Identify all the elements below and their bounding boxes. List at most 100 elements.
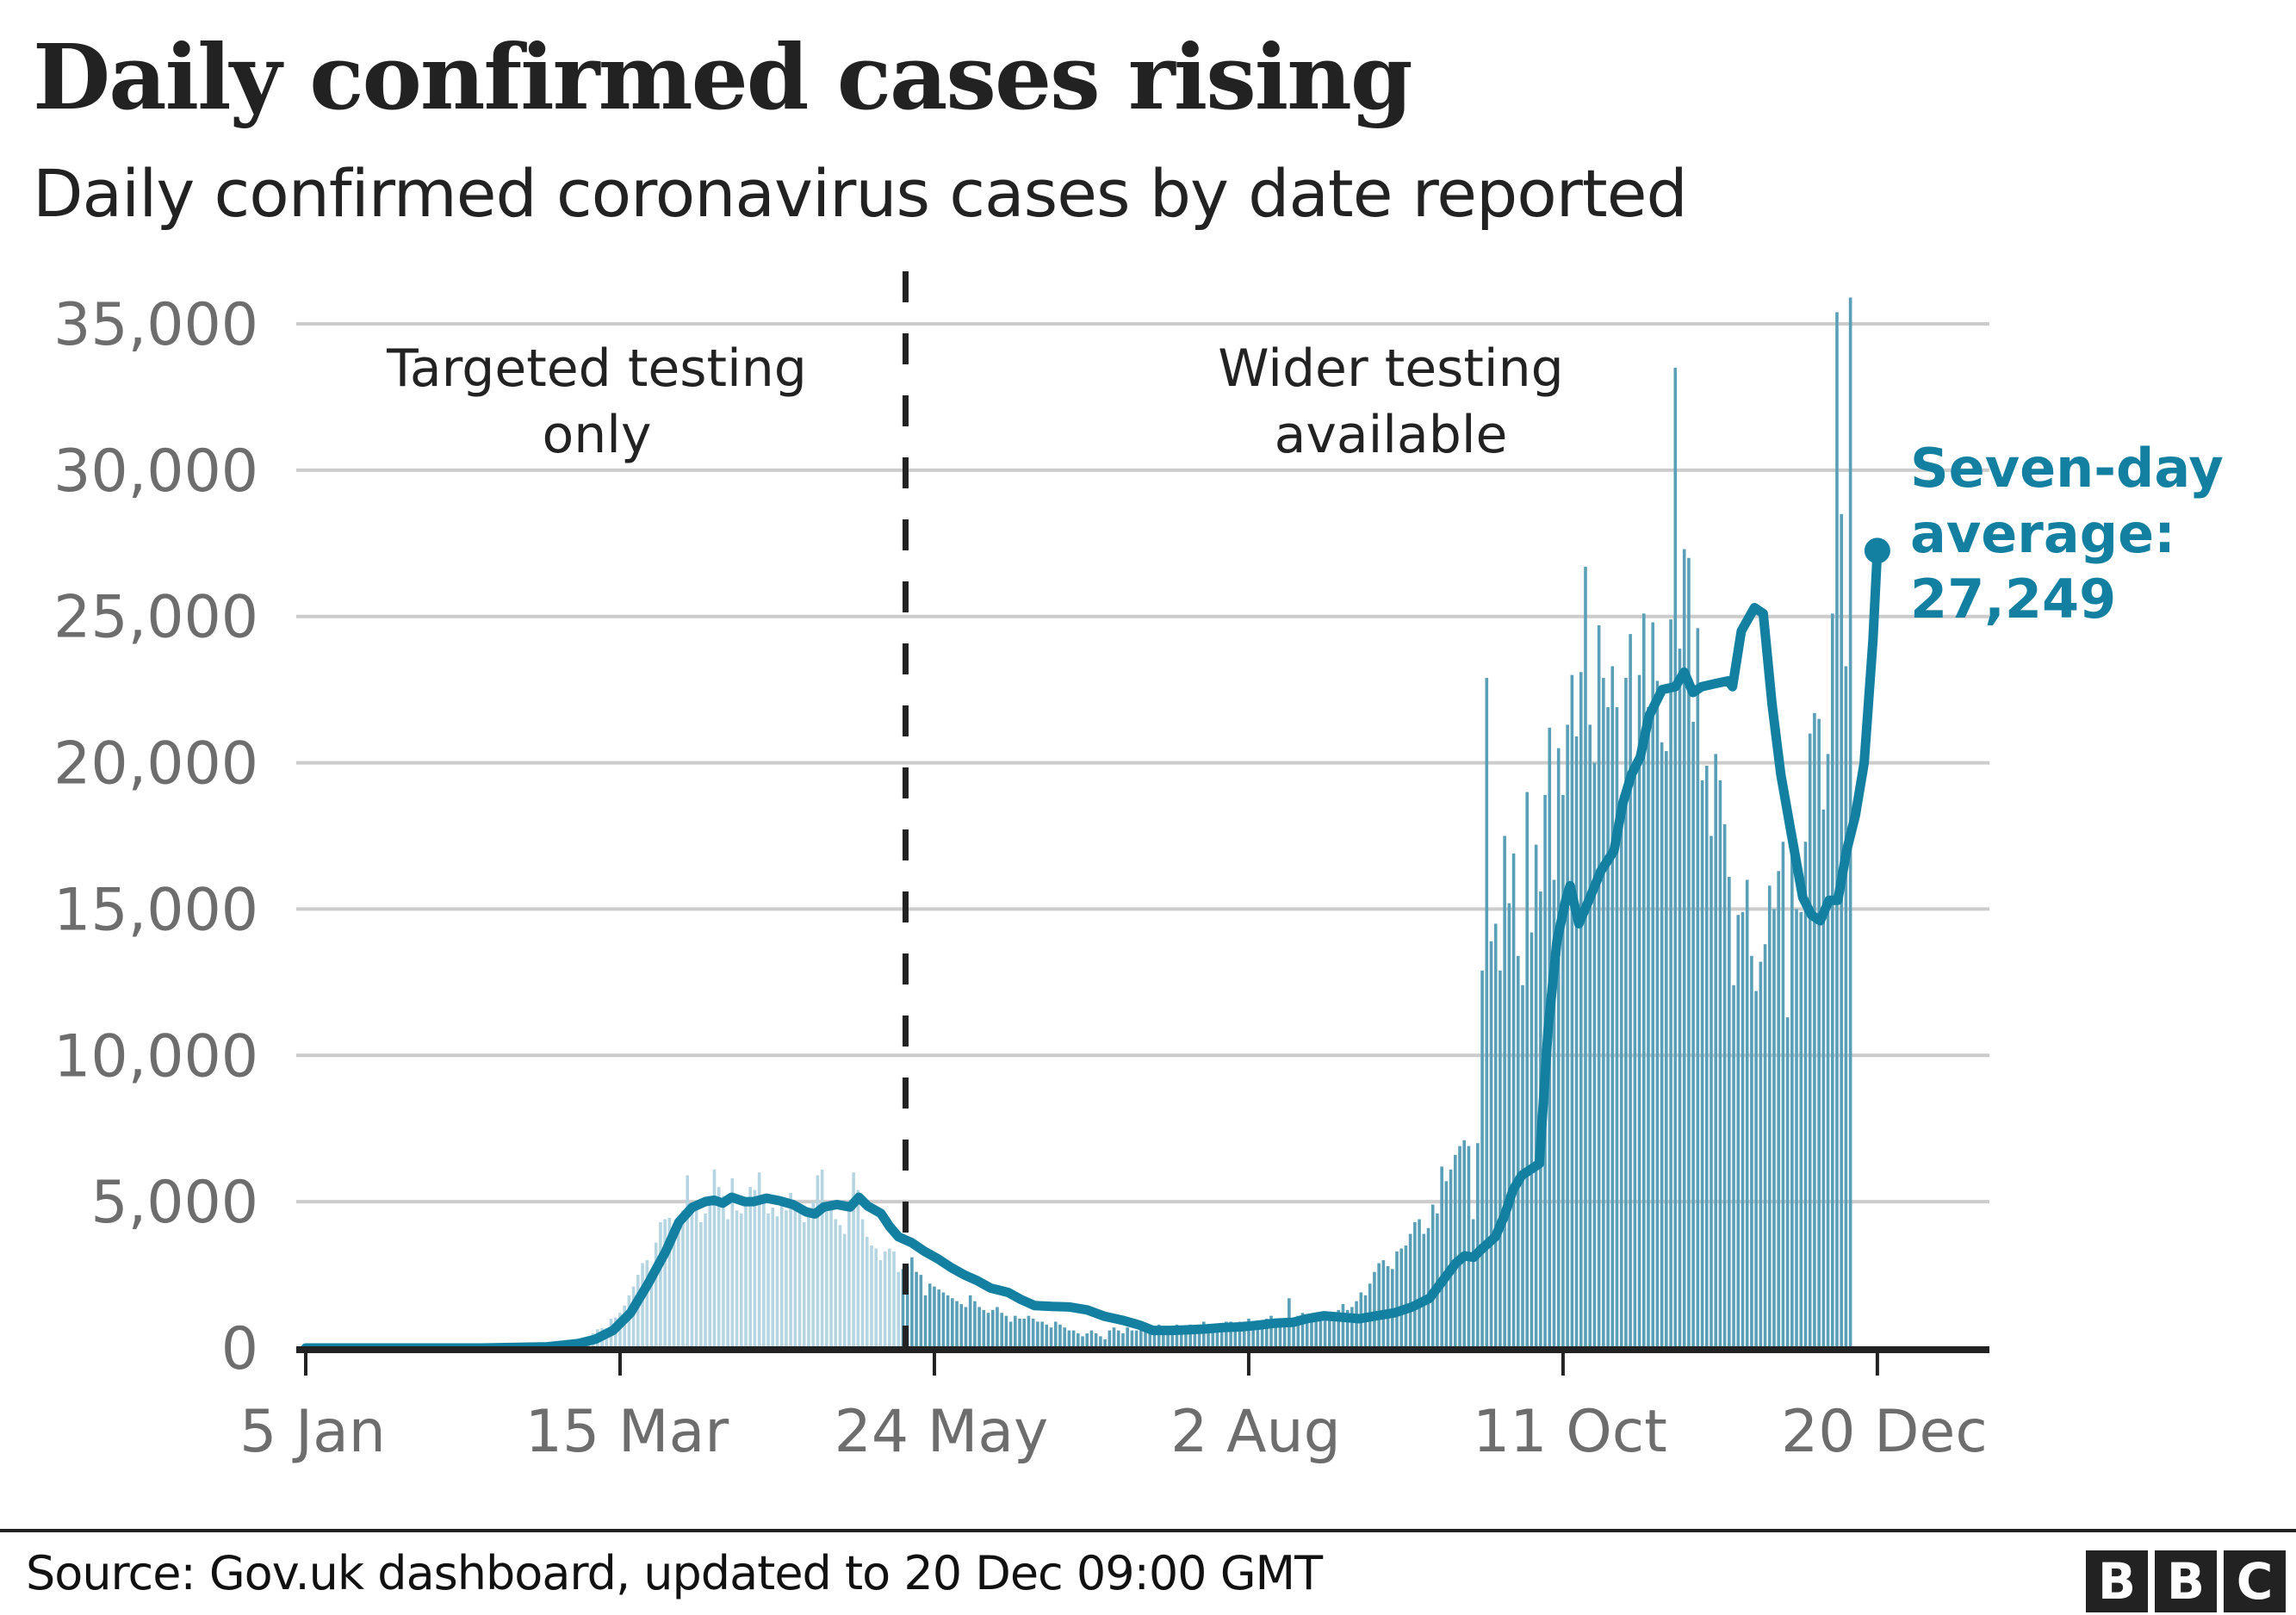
bar: [1566, 724, 1569, 1348]
bar: [1799, 911, 1803, 1348]
bar: [1808, 733, 1812, 1348]
bar: [654, 1242, 658, 1348]
footer-divider: [0, 1529, 2296, 1532]
bar: [1202, 1321, 1206, 1348]
bar: [1296, 1315, 1300, 1348]
bar: [1741, 911, 1745, 1348]
bar: [1319, 1313, 1323, 1348]
bbc-logo-letter: B: [2086, 1550, 2148, 1612]
bar: [1781, 842, 1785, 1348]
bar: [973, 1301, 977, 1348]
bar: [1835, 312, 1839, 1349]
bar: [941, 1292, 946, 1348]
bar: [1503, 835, 1506, 1348]
region-label-targeted-line1: Targeted testing: [386, 339, 807, 399]
bar: [1728, 877, 1731, 1348]
bar: [1592, 762, 1597, 1348]
bar: [1274, 1321, 1278, 1348]
annotation-value: 27,249: [1910, 568, 2116, 630]
bar: [901, 1269, 905, 1348]
bar: [793, 1202, 797, 1348]
bar: [1629, 634, 1632, 1348]
source-note: Source: Gov.uk dashboard, updated to 20 …: [26, 1546, 1323, 1600]
bar: [730, 1177, 735, 1348]
bar: [915, 1271, 918, 1348]
bar: [1193, 1327, 1197, 1348]
bar: [1350, 1307, 1354, 1348]
bar: [1722, 823, 1727, 1348]
bar: [1085, 1333, 1089, 1348]
bar: [1763, 944, 1767, 1348]
bar: [1704, 765, 1709, 1348]
bar: [878, 1260, 883, 1348]
bar: [986, 1313, 990, 1348]
bar: [816, 1175, 820, 1348]
bar: [1624, 678, 1628, 1348]
bar: [1552, 879, 1556, 1348]
bar: [704, 1213, 707, 1348]
bar: [1108, 1330, 1112, 1348]
bar: [762, 1196, 766, 1348]
bar: [1345, 1309, 1350, 1348]
chart-title: Daily confirmed cases rising: [33, 24, 1413, 130]
bar: [686, 1175, 689, 1348]
bar: [1597, 624, 1601, 1348]
bar: [1408, 1233, 1412, 1348]
bar: [1440, 1166, 1443, 1348]
bar: [1157, 1324, 1161, 1348]
bar: [645, 1260, 649, 1348]
bar: [1031, 1319, 1035, 1348]
latest-average-marker: [1864, 537, 1890, 564]
bar: [1830, 613, 1834, 1348]
bar: [1264, 1319, 1269, 1348]
bar: [910, 1257, 914, 1348]
bar: [1718, 780, 1722, 1348]
bar: [1000, 1313, 1003, 1348]
bar: [1655, 680, 1660, 1348]
region-label-wider-line2: available: [1275, 405, 1508, 465]
bar: [928, 1283, 932, 1348]
y-tick-label: 20,000: [53, 730, 258, 798]
bar: [739, 1213, 743, 1348]
bar: [1785, 1017, 1790, 1348]
bar: [1386, 1265, 1390, 1348]
bar: [1053, 1321, 1058, 1348]
x-tick-label: 20 Dec: [1781, 1398, 1988, 1466]
bar: [856, 1190, 860, 1348]
bar: [1134, 1330, 1139, 1348]
bar: [1323, 1315, 1327, 1348]
y-axis-labels: 0 5,000 10,000 15,000 20,000 25,000 30,000 35,0…: [53, 291, 258, 1383]
bar: [717, 1187, 721, 1348]
bar: [1355, 1301, 1358, 1348]
bar: [1081, 1336, 1084, 1348]
bar: [1844, 666, 1848, 1348]
bar: [1305, 1315, 1309, 1348]
bar: [1377, 1263, 1381, 1348]
bar: [1759, 961, 1763, 1348]
bar: [1772, 909, 1776, 1348]
bar: [1660, 742, 1664, 1348]
bar: [1471, 1219, 1475, 1348]
bar: [1696, 628, 1700, 1348]
bar: [627, 1295, 631, 1348]
bar: [1493, 923, 1498, 1348]
bar: [676, 1225, 680, 1348]
bar: [771, 1207, 775, 1348]
bar: [1112, 1327, 1116, 1348]
bar: [681, 1210, 685, 1348]
bar: [1534, 844, 1538, 1348]
bar: [726, 1219, 729, 1348]
bar: [1458, 1146, 1461, 1348]
bar: [667, 1217, 672, 1348]
bar: [1633, 762, 1637, 1348]
bar: [797, 1204, 802, 1348]
bar: [1036, 1321, 1039, 1348]
bar: [838, 1225, 842, 1348]
bar: [694, 1207, 698, 1348]
bar: [1795, 909, 1798, 1348]
bar: [1152, 1330, 1157, 1348]
y-tick-label: 35,000: [53, 291, 258, 359]
bar: [825, 1210, 828, 1348]
bar: [802, 1221, 806, 1348]
x-tick-label: 11 Oct: [1473, 1398, 1667, 1466]
